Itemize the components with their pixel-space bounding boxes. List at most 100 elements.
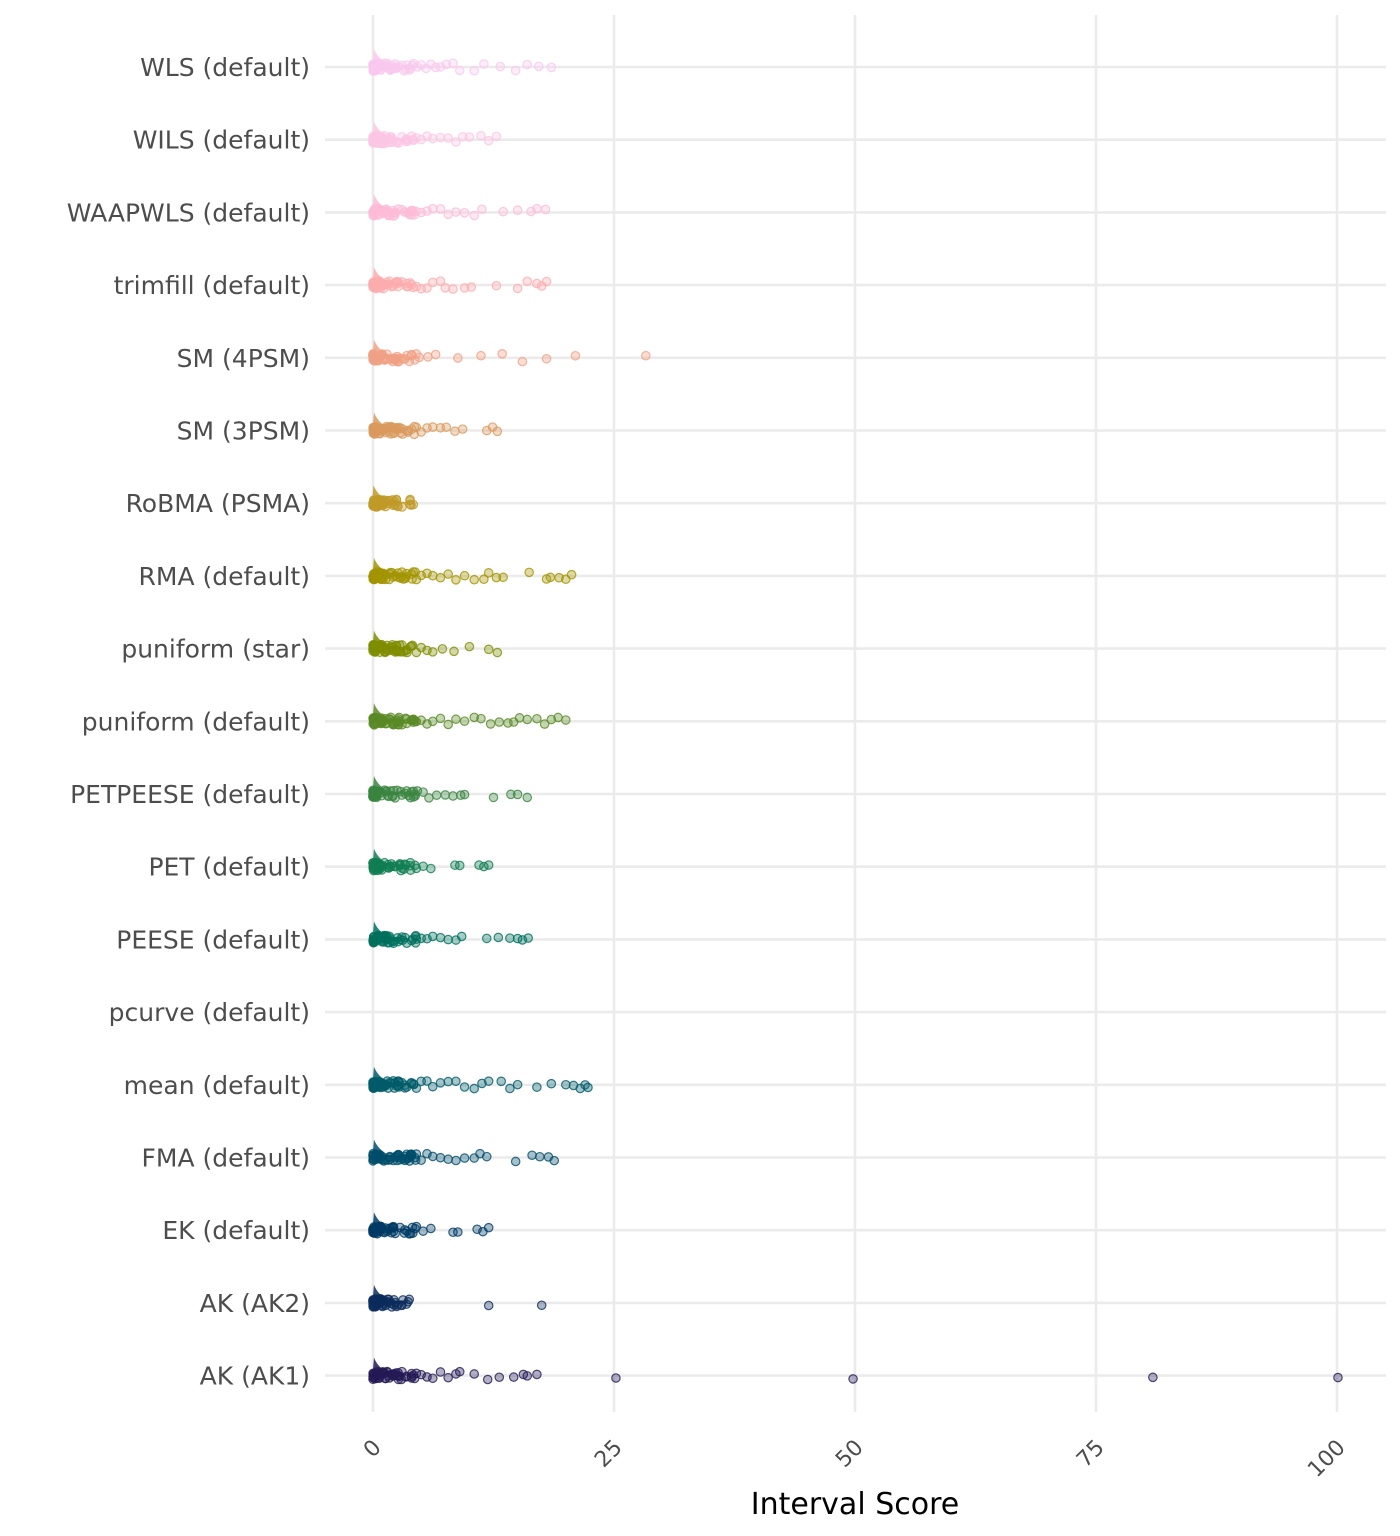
data-point [437, 644, 448, 654]
data-point [383, 1083, 393, 1093]
data-point [384, 931, 395, 942]
data-point [369, 786, 379, 797]
data-point [491, 131, 502, 142]
data-point [377, 931, 387, 942]
data-point [498, 572, 508, 583]
data-point [410, 567, 421, 577]
data-point [510, 65, 521, 76]
data-point [394, 1077, 404, 1087]
data-point [541, 353, 552, 364]
y-axis-label: trimfill (default) [114, 271, 310, 300]
data-point [368, 718, 378, 729]
data-point [388, 1221, 399, 1232]
data-point [443, 934, 453, 945]
data-point [488, 792, 499, 803]
data-point [371, 279, 381, 289]
data-point [369, 208, 380, 218]
y-axis-label: PEESE (default) [116, 925, 310, 954]
data-point [369, 574, 380, 584]
data-point [570, 350, 581, 361]
data-point [443, 1076, 453, 1087]
data-point [422, 1076, 432, 1086]
data-point [546, 1078, 557, 1089]
data-point [404, 356, 415, 367]
data-point [454, 65, 465, 76]
data-point [494, 717, 505, 727]
data-point [395, 786, 406, 797]
data-point [454, 1366, 465, 1377]
data-point [549, 1155, 560, 1166]
data-point [512, 283, 523, 294]
density-ridge [371, 1284, 408, 1303]
y-axis-label: EK (default) [162, 1216, 310, 1245]
data-point [459, 283, 470, 293]
data-point [407, 1222, 418, 1233]
data-point [395, 934, 406, 945]
data-point [481, 933, 492, 944]
data-points [368, 58, 1343, 1385]
data-point [393, 719, 403, 730]
data-point [492, 426, 503, 437]
data-point [426, 59, 436, 70]
data-point [476, 713, 486, 724]
data-point [505, 933, 515, 943]
data-point [369, 136, 380, 147]
data-point [522, 276, 533, 287]
vertical-gridlines [371, 15, 1339, 1412]
data-point [457, 424, 468, 434]
data-point [522, 59, 533, 70]
y-axis-label: RoBMA (PSMA) [126, 489, 310, 518]
data-point [401, 714, 412, 725]
data-point [411, 930, 421, 941]
data-point [368, 1150, 379, 1160]
data-point [483, 644, 494, 655]
data-point [482, 1374, 493, 1385]
data-point [405, 494, 415, 505]
data-point [418, 787, 428, 797]
data-point [407, 640, 418, 651]
data-point [380, 574, 391, 585]
data-point [380, 647, 390, 658]
y-axis-label: SM (3PSM) [177, 417, 310, 446]
data-point [522, 1371, 533, 1381]
data-point [398, 1295, 408, 1305]
data-point [506, 789, 516, 800]
data-point [435, 276, 446, 286]
data-point [368, 932, 379, 942]
x-axis-title: Interval Score [751, 1487, 959, 1522]
data-point [483, 568, 494, 578]
data-point [418, 861, 428, 872]
data-point [459, 716, 470, 726]
data-point [409, 210, 420, 220]
data-point [450, 426, 460, 437]
data-point [566, 569, 577, 580]
data-point [430, 349, 441, 360]
data-point [375, 717, 386, 728]
data-point [1333, 1372, 1343, 1383]
data-point [426, 863, 436, 874]
data-point [492, 647, 503, 658]
data-point [402, 1153, 413, 1164]
x-tick-label: 50 [831, 1435, 868, 1472]
data-point [404, 207, 415, 217]
data-point [402, 647, 412, 658]
data-point [385, 645, 396, 656]
data-point [512, 789, 523, 800]
data-point [435, 1367, 446, 1377]
data-point [435, 1152, 446, 1163]
data-point [450, 860, 460, 870]
data-point [469, 210, 480, 221]
data-point [392, 424, 402, 435]
data-point [435, 932, 446, 943]
data-point [512, 205, 523, 215]
data-point [505, 1083, 515, 1094]
data-point [540, 204, 551, 215]
data-point [457, 131, 468, 142]
data-point [404, 65, 415, 75]
y-axis-label: PET (default) [148, 853, 310, 882]
y-axis-label: WILS (default) [133, 126, 310, 155]
data-point [522, 714, 533, 725]
data-point [372, 862, 383, 872]
data-point [514, 713, 525, 723]
data-point [464, 641, 475, 652]
